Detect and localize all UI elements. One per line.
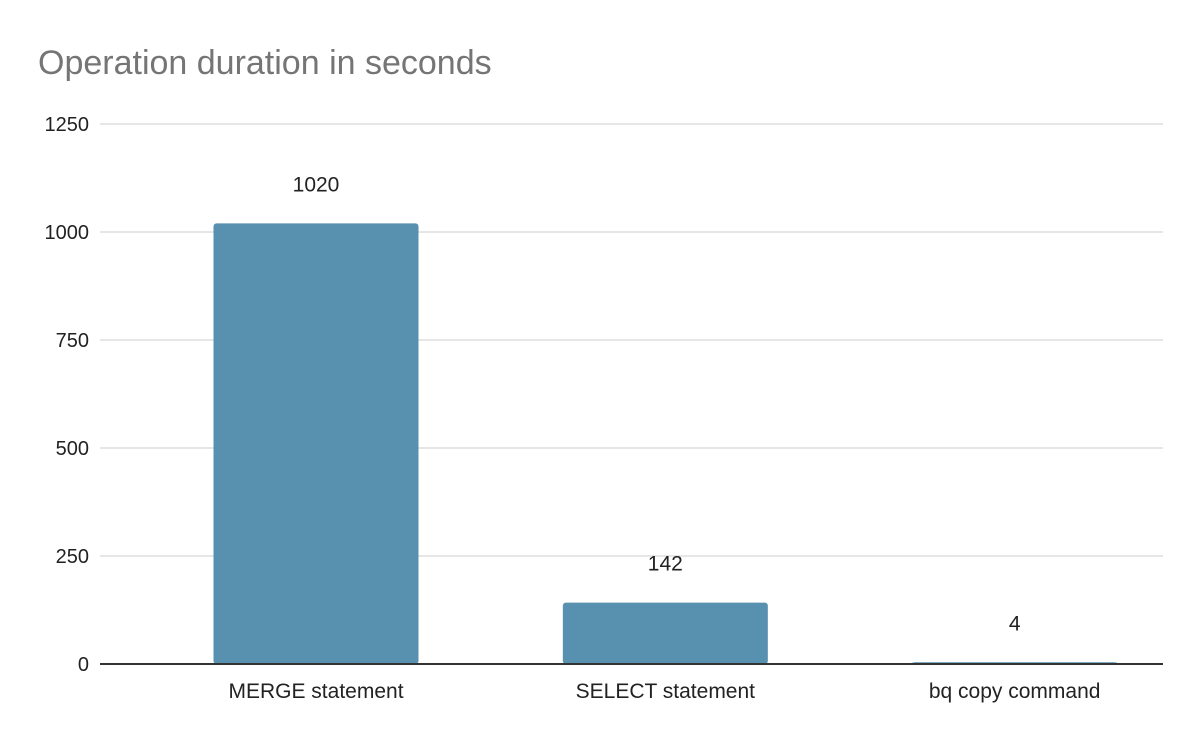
x-tick-label: bq copy command [929,680,1101,703]
x-tick-label: SELECT statement [576,680,756,703]
x-tick-label: MERGE statement [228,680,403,703]
data-label: 4 [1009,612,1021,635]
bar [562,602,768,664]
y-tick-label: 0 [78,654,89,676]
bar [213,223,419,665]
y-tick-label: 500 [56,438,89,460]
data-label: 142 [648,553,683,576]
y-tick-label: 250 [56,546,89,568]
data-label: 1020 [293,173,340,196]
y-tick-label: 1000 [45,222,90,244]
y-tick-label: 750 [56,330,89,352]
chart-title: Operation duration in seconds [38,44,492,82]
y-tick-label: 1250 [45,114,90,136]
